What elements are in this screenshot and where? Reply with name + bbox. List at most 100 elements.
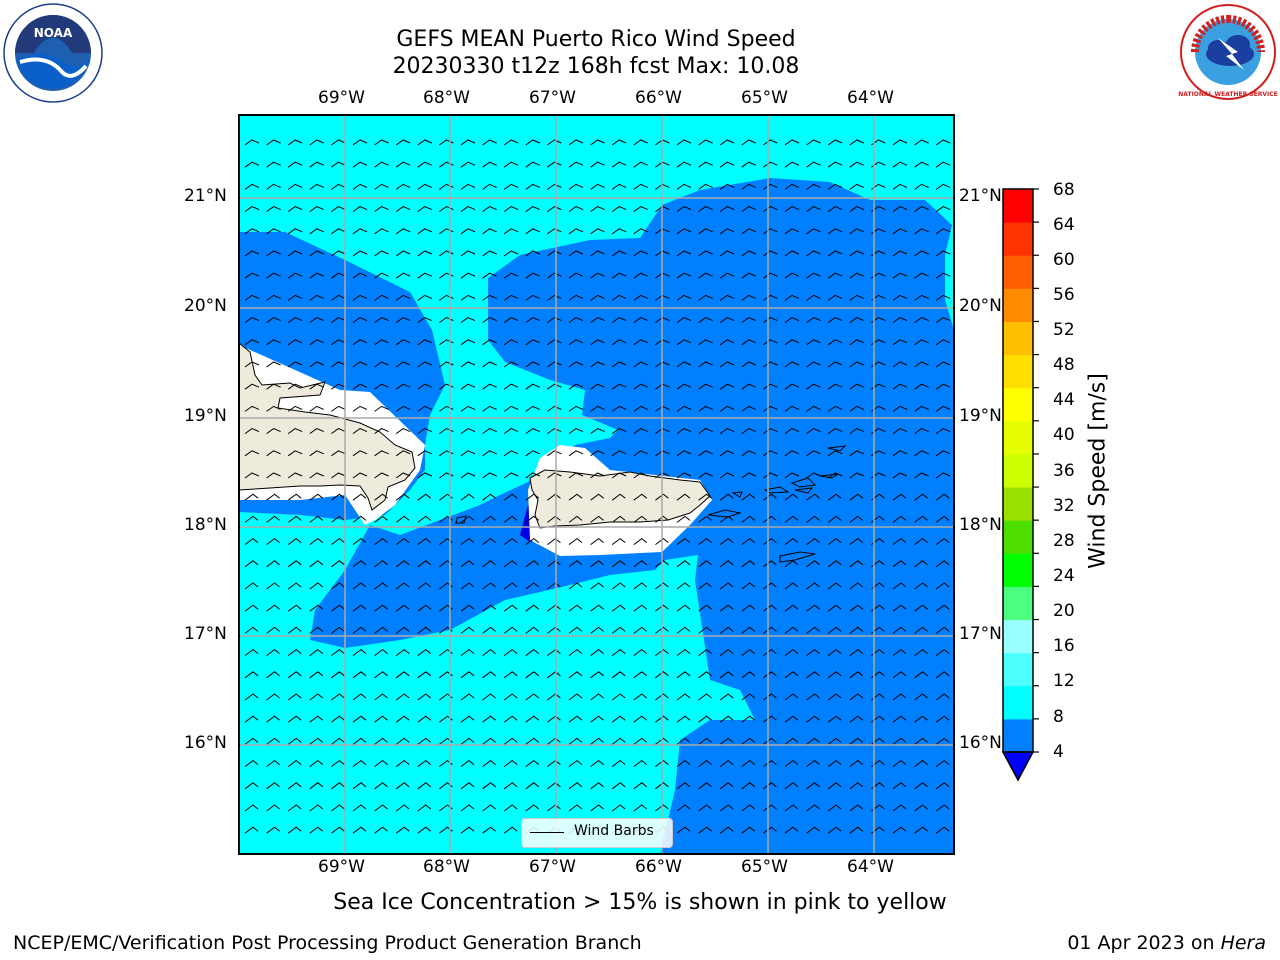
colorbar-band [1003, 387, 1033, 422]
lon-tick-bottom: 69°W [318, 857, 365, 877]
wind-barb [417, 472, 432, 479]
wind-barb [719, 161, 735, 168]
wind-barb [503, 626, 518, 634]
wind-barb [892, 493, 907, 501]
wind-barb [849, 183, 864, 190]
wind-barb [827, 626, 842, 634]
wind-barb [374, 560, 388, 568]
wind-barb [849, 493, 864, 501]
wind-barb [827, 361, 843, 368]
wind-barb [633, 383, 648, 390]
lon-tick-bottom: 64°W [847, 857, 894, 877]
wind-barb [568, 604, 583, 612]
wind-barb [827, 450, 843, 457]
wind-barb [525, 183, 540, 190]
wind-barb [914, 671, 928, 679]
wind-barb [849, 693, 864, 701]
wind-barb [266, 715, 280, 723]
wind-barb [460, 383, 476, 390]
wind-barb [741, 515, 756, 523]
wind-barb [806, 450, 821, 457]
wind-barb [460, 161, 476, 168]
wind-barb [590, 537, 604, 545]
wind-barb [482, 228, 497, 235]
wind-barb [611, 361, 627, 368]
wind-barb [633, 715, 648, 723]
wind-barb [395, 405, 411, 412]
wind-barb [287, 228, 303, 235]
wind-barb [676, 782, 691, 790]
wind-barb [395, 361, 411, 368]
colorbar-band [1003, 222, 1033, 256]
wind-barb [503, 782, 518, 790]
wind-barb [935, 183, 951, 190]
wind-barb [309, 782, 324, 790]
footer-date: 01 Apr 2023 on [1067, 932, 1221, 954]
wind-barb [331, 804, 345, 812]
wind-barb [806, 139, 821, 146]
wind-barb [287, 582, 302, 590]
wind-barb [806, 272, 821, 279]
wind-barb [482, 582, 496, 590]
wind-barb [892, 604, 907, 612]
wind-barb [741, 361, 756, 368]
wind-barb [482, 250, 497, 257]
wind-barb [935, 161, 951, 168]
wind-barb [590, 693, 604, 701]
wind-barb [309, 826, 324, 834]
wind-barb [827, 206, 843, 213]
wind-barb [633, 671, 648, 679]
wind-barb [525, 472, 540, 479]
lat-tick-left: 19°N [184, 406, 227, 426]
wind-barb [676, 405, 692, 412]
wind-barb [266, 472, 281, 479]
wind-barb [590, 604, 604, 612]
wind-barb [763, 472, 778, 479]
wind-barb [547, 228, 562, 235]
wind-barb [352, 826, 367, 834]
wind-barb [719, 737, 734, 745]
wind-barb [611, 250, 627, 257]
wind-barb [244, 250, 260, 257]
wind-barb [503, 250, 519, 257]
wind-barb [525, 161, 540, 168]
wind-barb [503, 339, 519, 346]
wind-barb [244, 450, 260, 457]
wind-barb [784, 737, 799, 745]
wind-barb [935, 804, 950, 812]
wind-barb [331, 472, 346, 479]
gridlines [239, 115, 954, 854]
wind-barb [935, 560, 950, 568]
wind-barb [309, 250, 324, 257]
wind-barb [698, 183, 713, 190]
colorbar-tick: 44 [1053, 390, 1075, 410]
wind-barb [525, 361, 540, 368]
wind-barb [266, 560, 280, 568]
wind-barb [244, 826, 259, 834]
wind-barb [503, 737, 518, 745]
wind-barb [374, 693, 388, 701]
wind-barb [417, 671, 432, 679]
wind-barb [374, 515, 388, 523]
colorbar-tick: 68 [1053, 180, 1075, 200]
wind-barb [763, 183, 778, 190]
wind-barb [503, 183, 519, 190]
wind-barb [784, 782, 799, 790]
wind-barb [525, 317, 540, 324]
wind-barb [352, 206, 368, 213]
wind-barb [698, 317, 713, 324]
wind-barb [309, 428, 324, 435]
wind-barb [352, 161, 368, 168]
wind-barb [568, 405, 584, 412]
wind-barb [417, 560, 432, 568]
wind-barb [741, 604, 756, 612]
wind-barb [244, 560, 259, 568]
wind-barb [827, 582, 842, 590]
wind-barb [590, 648, 604, 656]
wind-barb [460, 626, 475, 634]
wind-barb [763, 604, 777, 612]
wind-barb [763, 250, 778, 257]
lat-tick-left: 17°N [184, 624, 227, 644]
wind-barb [914, 294, 929, 301]
wind-barb [417, 317, 432, 324]
